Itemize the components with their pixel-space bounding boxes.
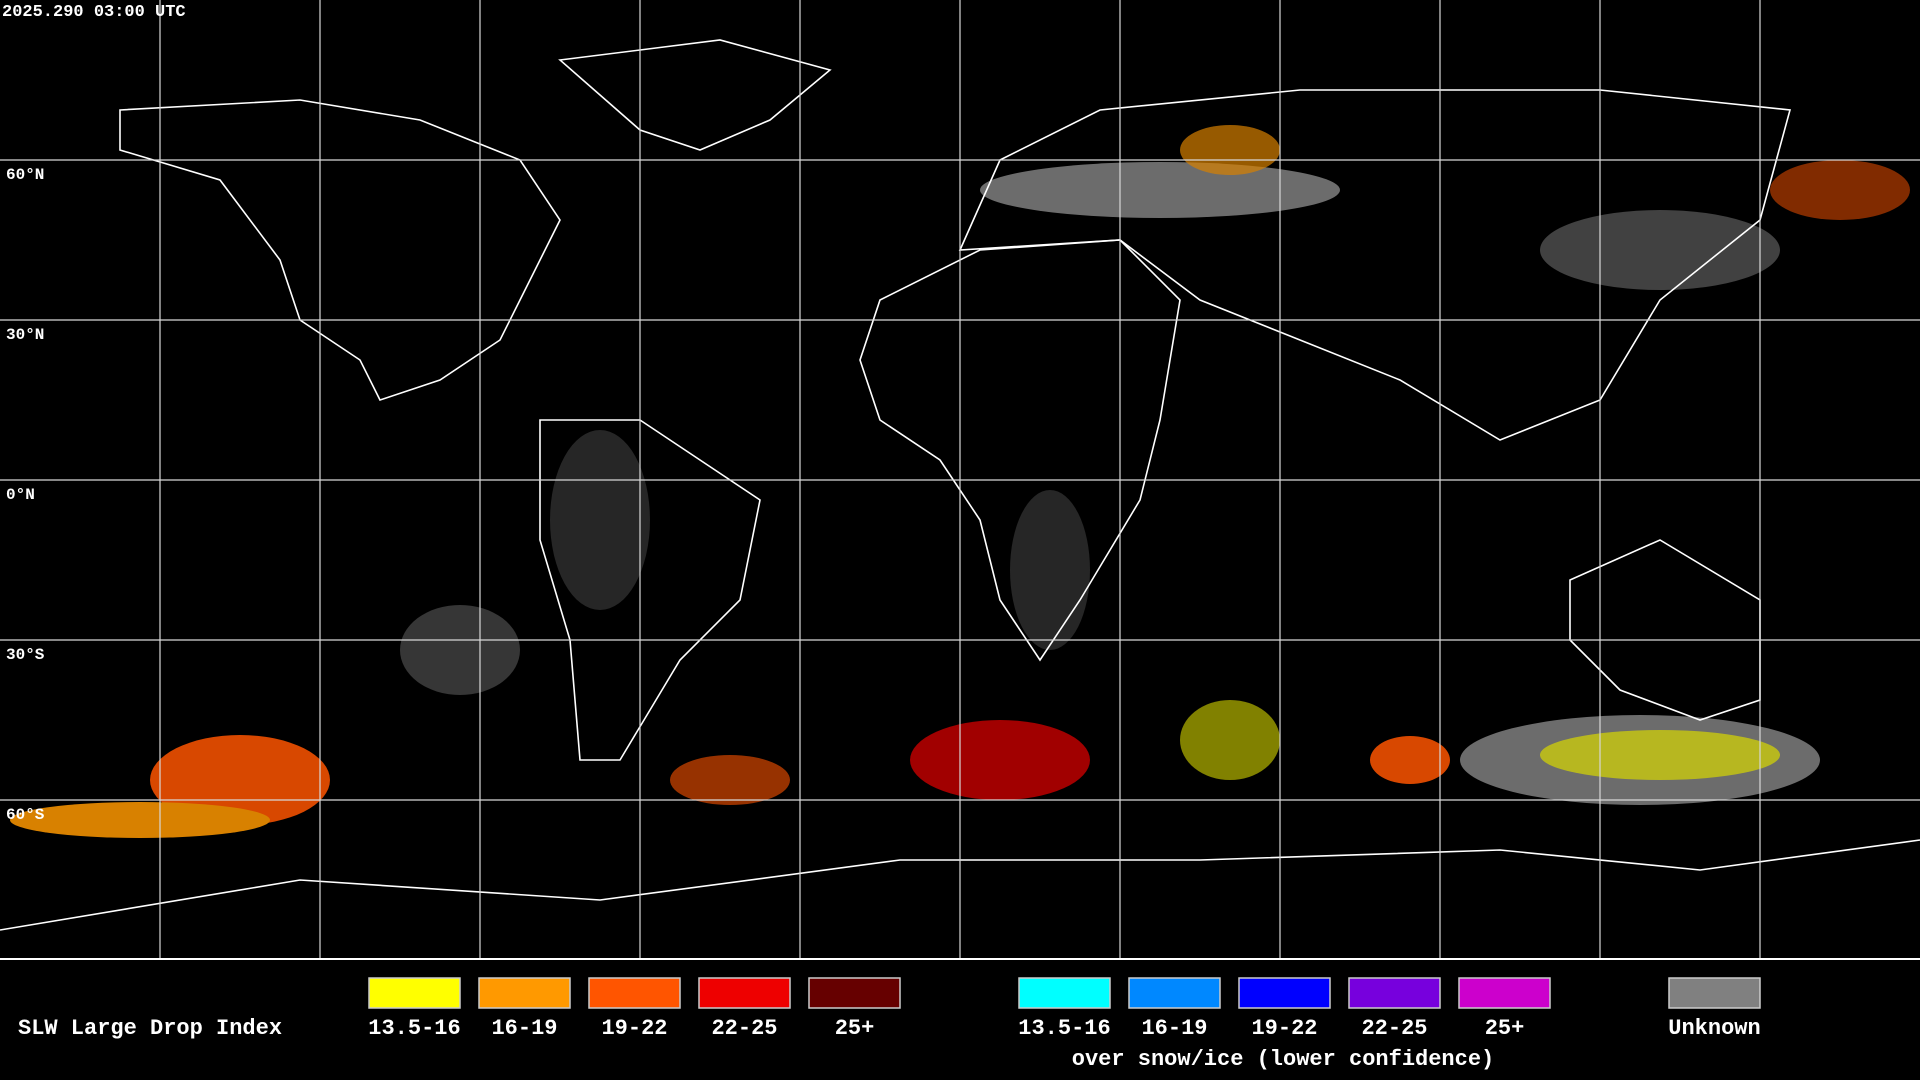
legend-swatch	[478, 977, 571, 1009]
latitude-label: 30°S	[6, 646, 45, 664]
map-frame	[0, 958, 1920, 960]
legend-label: 16-19	[491, 1016, 557, 1041]
legend-label: 13.5-16	[1018, 1016, 1110, 1041]
legend-label: 13.5-16	[368, 1016, 460, 1041]
legend-label: 22-25	[711, 1016, 777, 1041]
legend-label: 25+	[835, 1016, 875, 1041]
legend-caption: over snow/ice (lower confidence)	[1072, 1047, 1494, 1072]
timestamp: 2025.290 03:00 UTC	[2, 3, 186, 22]
legend-label: 16-19	[1141, 1016, 1207, 1041]
legend-swatch	[1238, 977, 1331, 1009]
latitude-label: 60°N	[6, 166, 44, 184]
legend-swatch	[1018, 977, 1111, 1009]
latitude-label: 60°S	[6, 806, 45, 824]
legend-swatch	[588, 977, 681, 1009]
legend-label: 19-22	[601, 1016, 667, 1041]
graticule: 60°N 30°N 0°N 30°S 60°S	[0, 0, 1920, 958]
legend-swatch	[1128, 977, 1221, 1009]
latitude-label: 0°N	[6, 486, 35, 504]
legend-swatch	[1668, 977, 1761, 1009]
legend-title: SLW Large Drop Index	[18, 1016, 282, 1041]
legend-label: 22-25	[1361, 1016, 1427, 1041]
legend-label: 25+	[1485, 1016, 1525, 1041]
legend: 13.5-16 16-19 19-22 22-25 25+ 13.5-16 16-19 19-…	[368, 977, 1761, 1072]
legend-swatch	[1348, 977, 1441, 1009]
legend-swatch	[1458, 977, 1551, 1009]
latitude-label: 30°N	[6, 326, 44, 344]
legend-swatch	[808, 977, 901, 1009]
legend-label: 19-22	[1251, 1016, 1317, 1041]
legend-swatch	[698, 977, 791, 1009]
legend-swatch	[368, 977, 461, 1009]
coastlines	[0, 39, 1920, 931]
legend-label: Unknown	[1668, 1016, 1760, 1041]
